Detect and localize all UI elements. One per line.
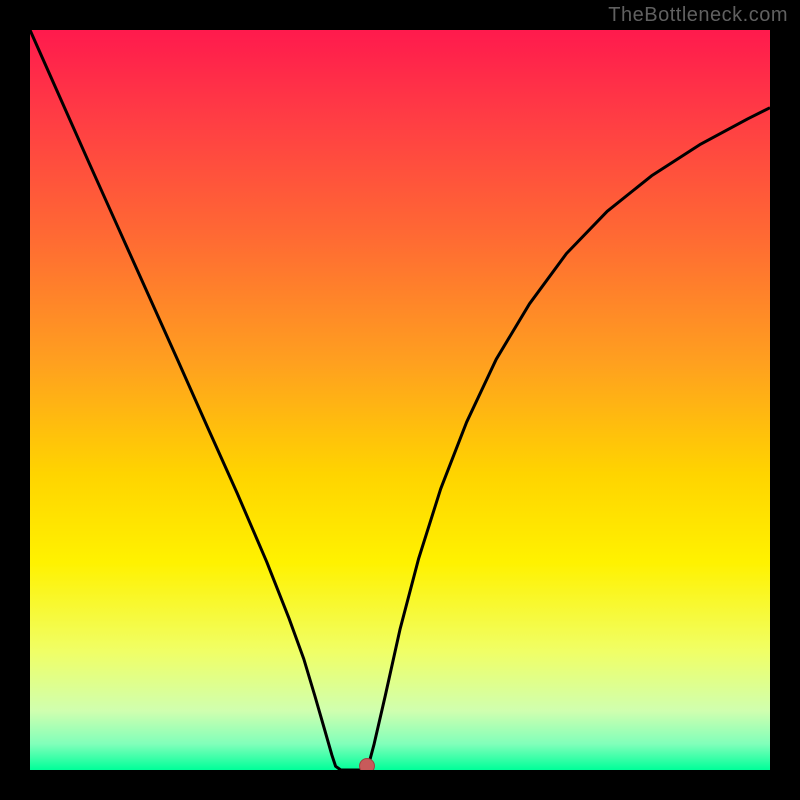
watermark-text: TheBottleneck.com bbox=[608, 4, 788, 27]
plot-area bbox=[30, 30, 770, 770]
bottleneck-curve bbox=[30, 30, 770, 770]
chart-canvas: TheBottleneck.com bbox=[0, 0, 800, 800]
frame-bottom bbox=[0, 770, 800, 800]
minimum-marker bbox=[359, 758, 375, 770]
frame-right bbox=[770, 0, 800, 800]
curve-path bbox=[30, 30, 770, 770]
frame-left bbox=[0, 0, 30, 800]
